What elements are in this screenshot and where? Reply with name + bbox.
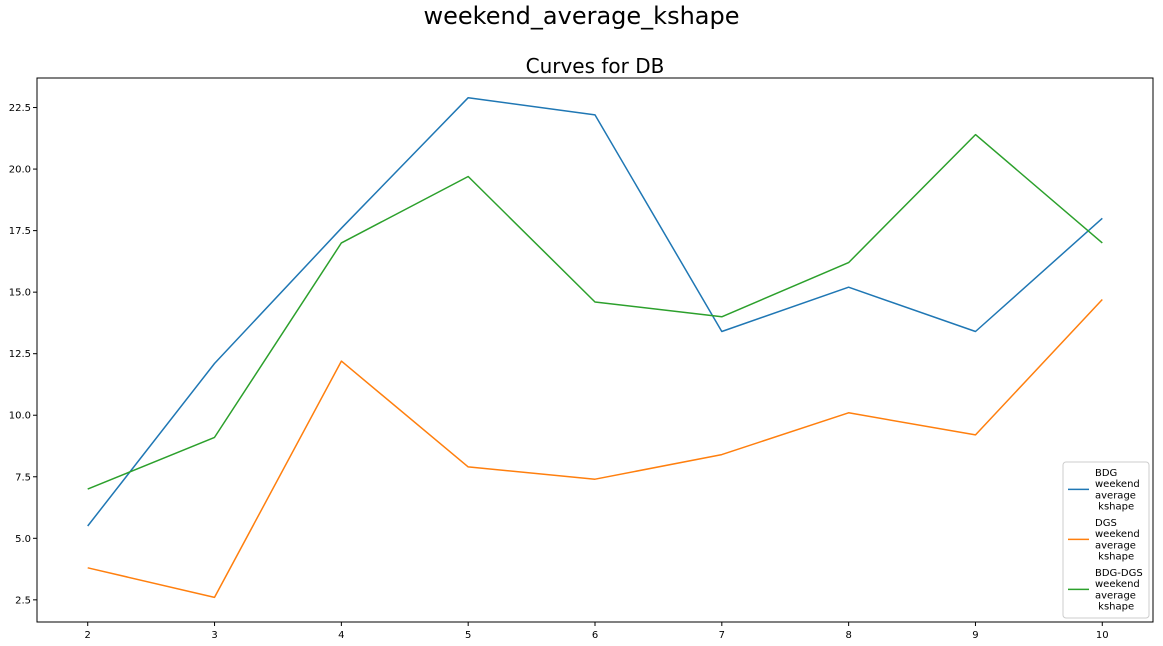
x-tick-label: 10 [1096,630,1109,641]
x-tick-label: 2 [85,630,91,641]
x-tick-label: 8 [845,630,851,641]
legend-label-line: DGS [1095,518,1117,529]
legend-label-line: BDG [1095,468,1117,479]
chart-title: Curves for DB [526,54,665,78]
y-tick-label: 22.5 [9,103,31,114]
y-axis: 2.5 5.0 7.5 10.0 12.5 15.0 17.5 20.0 22.5 [9,103,37,606]
y-tick-label: 10.0 [9,411,31,422]
legend-label-line: BDG-DGS [1095,568,1143,579]
plot-area-frame [36,77,1154,623]
x-tick-label: 4 [338,630,344,641]
legend-label-line: average [1095,490,1136,501]
legend-label-1: BDG weekend average kshape [1095,468,1140,513]
y-tick-label: 12.5 [9,349,31,360]
legend-label-line: kshape [1095,552,1134,563]
x-tick-label: 6 [592,630,598,641]
y-tick-label: 5.0 [15,534,31,545]
y-tick-label: 20.0 [9,165,31,176]
legend-label-line: average [1095,590,1136,601]
x-tick-label: 7 [719,630,725,641]
y-tick-label: 2.5 [15,595,31,606]
x-tick-label: 9 [972,630,978,641]
series-line-2 [87,298,1103,599]
figure-title: weekend_average_kshape [423,2,740,30]
legend-label-line: weekend [1095,529,1140,540]
legend-label-line: average [1095,540,1136,551]
y-tick-label: 17.5 [9,226,31,237]
series-line-3 [87,133,1103,490]
legend-box [1062,461,1150,619]
y-tick-label: 7.5 [15,472,31,483]
legend-label-line: kshape [1095,602,1134,613]
legend-label-line: weekend [1095,479,1140,490]
x-tick-label: 3 [211,630,217,641]
legend-label-2: DGS weekend average kshape [1095,518,1140,563]
legend-label-line: weekend [1095,579,1140,590]
series-layer [87,96,1103,599]
x-tick-label: 5 [465,630,471,641]
series-line-1 [87,96,1103,527]
legend-label-3: BDG-DGS weekend average kshape [1095,568,1143,613]
y-tick-label: 15.0 [9,288,31,299]
legend-label-line: kshape [1095,502,1134,513]
x-axis: 2 3 4 5 6 7 8 9 10 [85,622,1109,641]
